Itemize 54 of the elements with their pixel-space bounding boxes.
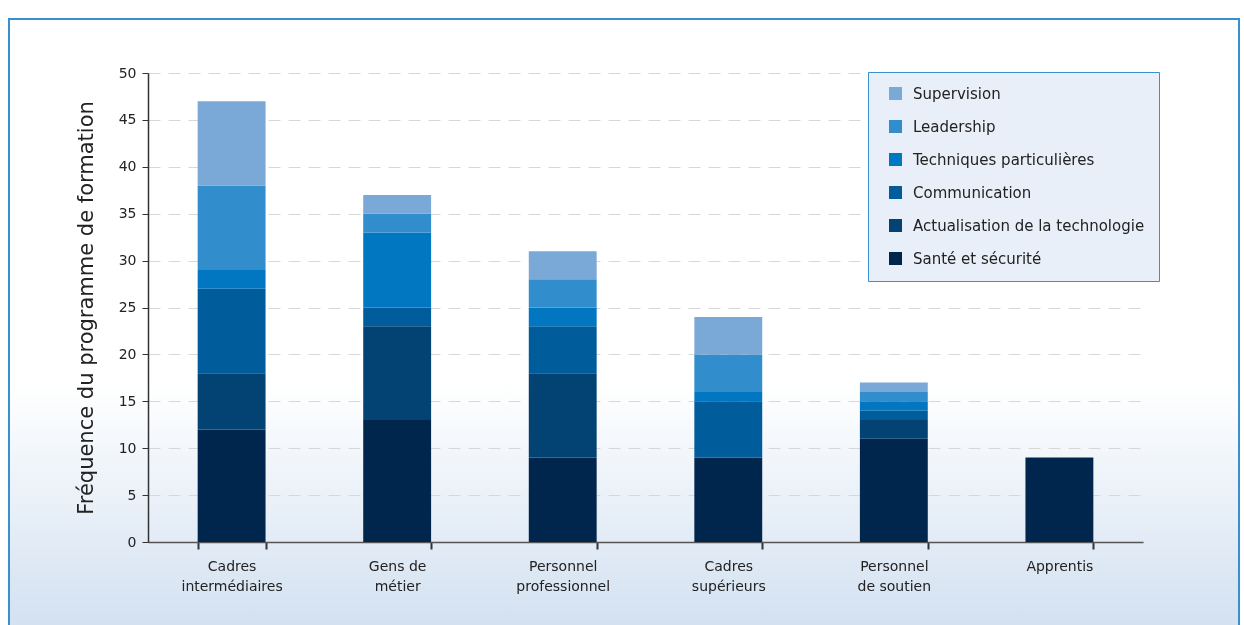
x-tick-label: Apprentis [1026, 557, 1094, 574]
bar [694, 457, 763, 542]
bar [859, 382, 928, 392]
bar [528, 307, 597, 327]
y-tick-label: 45 [118, 111, 137, 128]
legend-label: Actualisation de la technologie [913, 216, 1145, 235]
bar [197, 373, 266, 430]
bar [363, 232, 432, 308]
bar [363, 194, 432, 214]
bar [694, 316, 763, 355]
bar [363, 420, 432, 542]
bar [528, 457, 597, 542]
x-tick-label: Cadres intermédiaires [181, 557, 283, 594]
y-tick-label: 30 [118, 252, 137, 269]
legend-label: Supervision [913, 84, 1001, 103]
y-tick-label: 25 [118, 299, 137, 315]
bar [859, 391, 928, 402]
bar [528, 373, 597, 458]
x-tick-label: Personnel de soutien [857, 557, 932, 594]
bar [197, 101, 266, 186]
legend-label: Santé et sécurité [913, 249, 1042, 268]
y-tick-label: 35 [118, 205, 137, 222]
y-tick-label: 40 [118, 158, 137, 175]
bar [528, 279, 597, 308]
bar [859, 401, 928, 411]
bar [528, 251, 597, 280]
legend-label: Leadership [913, 117, 996, 136]
x-tick-label: Gens de métier [368, 557, 427, 594]
bar [694, 354, 763, 392]
bar [197, 288, 266, 374]
bar [363, 307, 432, 327]
y-tick-label: 50 [118, 64, 137, 81]
bar [694, 391, 763, 402]
bar [363, 326, 432, 421]
y-tick-label: 10 [118, 439, 137, 456]
bar [197, 185, 266, 270]
y-tick-label: 20 [118, 345, 137, 362]
legend-label: Techniques particulières [912, 150, 1095, 169]
bar [1025, 457, 1094, 542]
bar [363, 213, 432, 233]
y-tick-label: 15 [118, 392, 137, 409]
bar [859, 420, 928, 439]
y-tick-label: 0 [127, 533, 137, 550]
bar [197, 269, 266, 289]
y-tick-label: 5 [127, 486, 137, 503]
bar [197, 429, 266, 542]
bar [859, 438, 928, 542]
bar [528, 326, 597, 374]
bar [694, 401, 763, 458]
y-axis-title: Fréquence du programme de formation [73, 101, 98, 515]
x-tick-label: Cadres supérieurs [691, 557, 766, 594]
x-tick-label: Personnel professionnel [516, 557, 611, 594]
bar [859, 410, 928, 421]
legend-label: Communication [913, 183, 1032, 202]
